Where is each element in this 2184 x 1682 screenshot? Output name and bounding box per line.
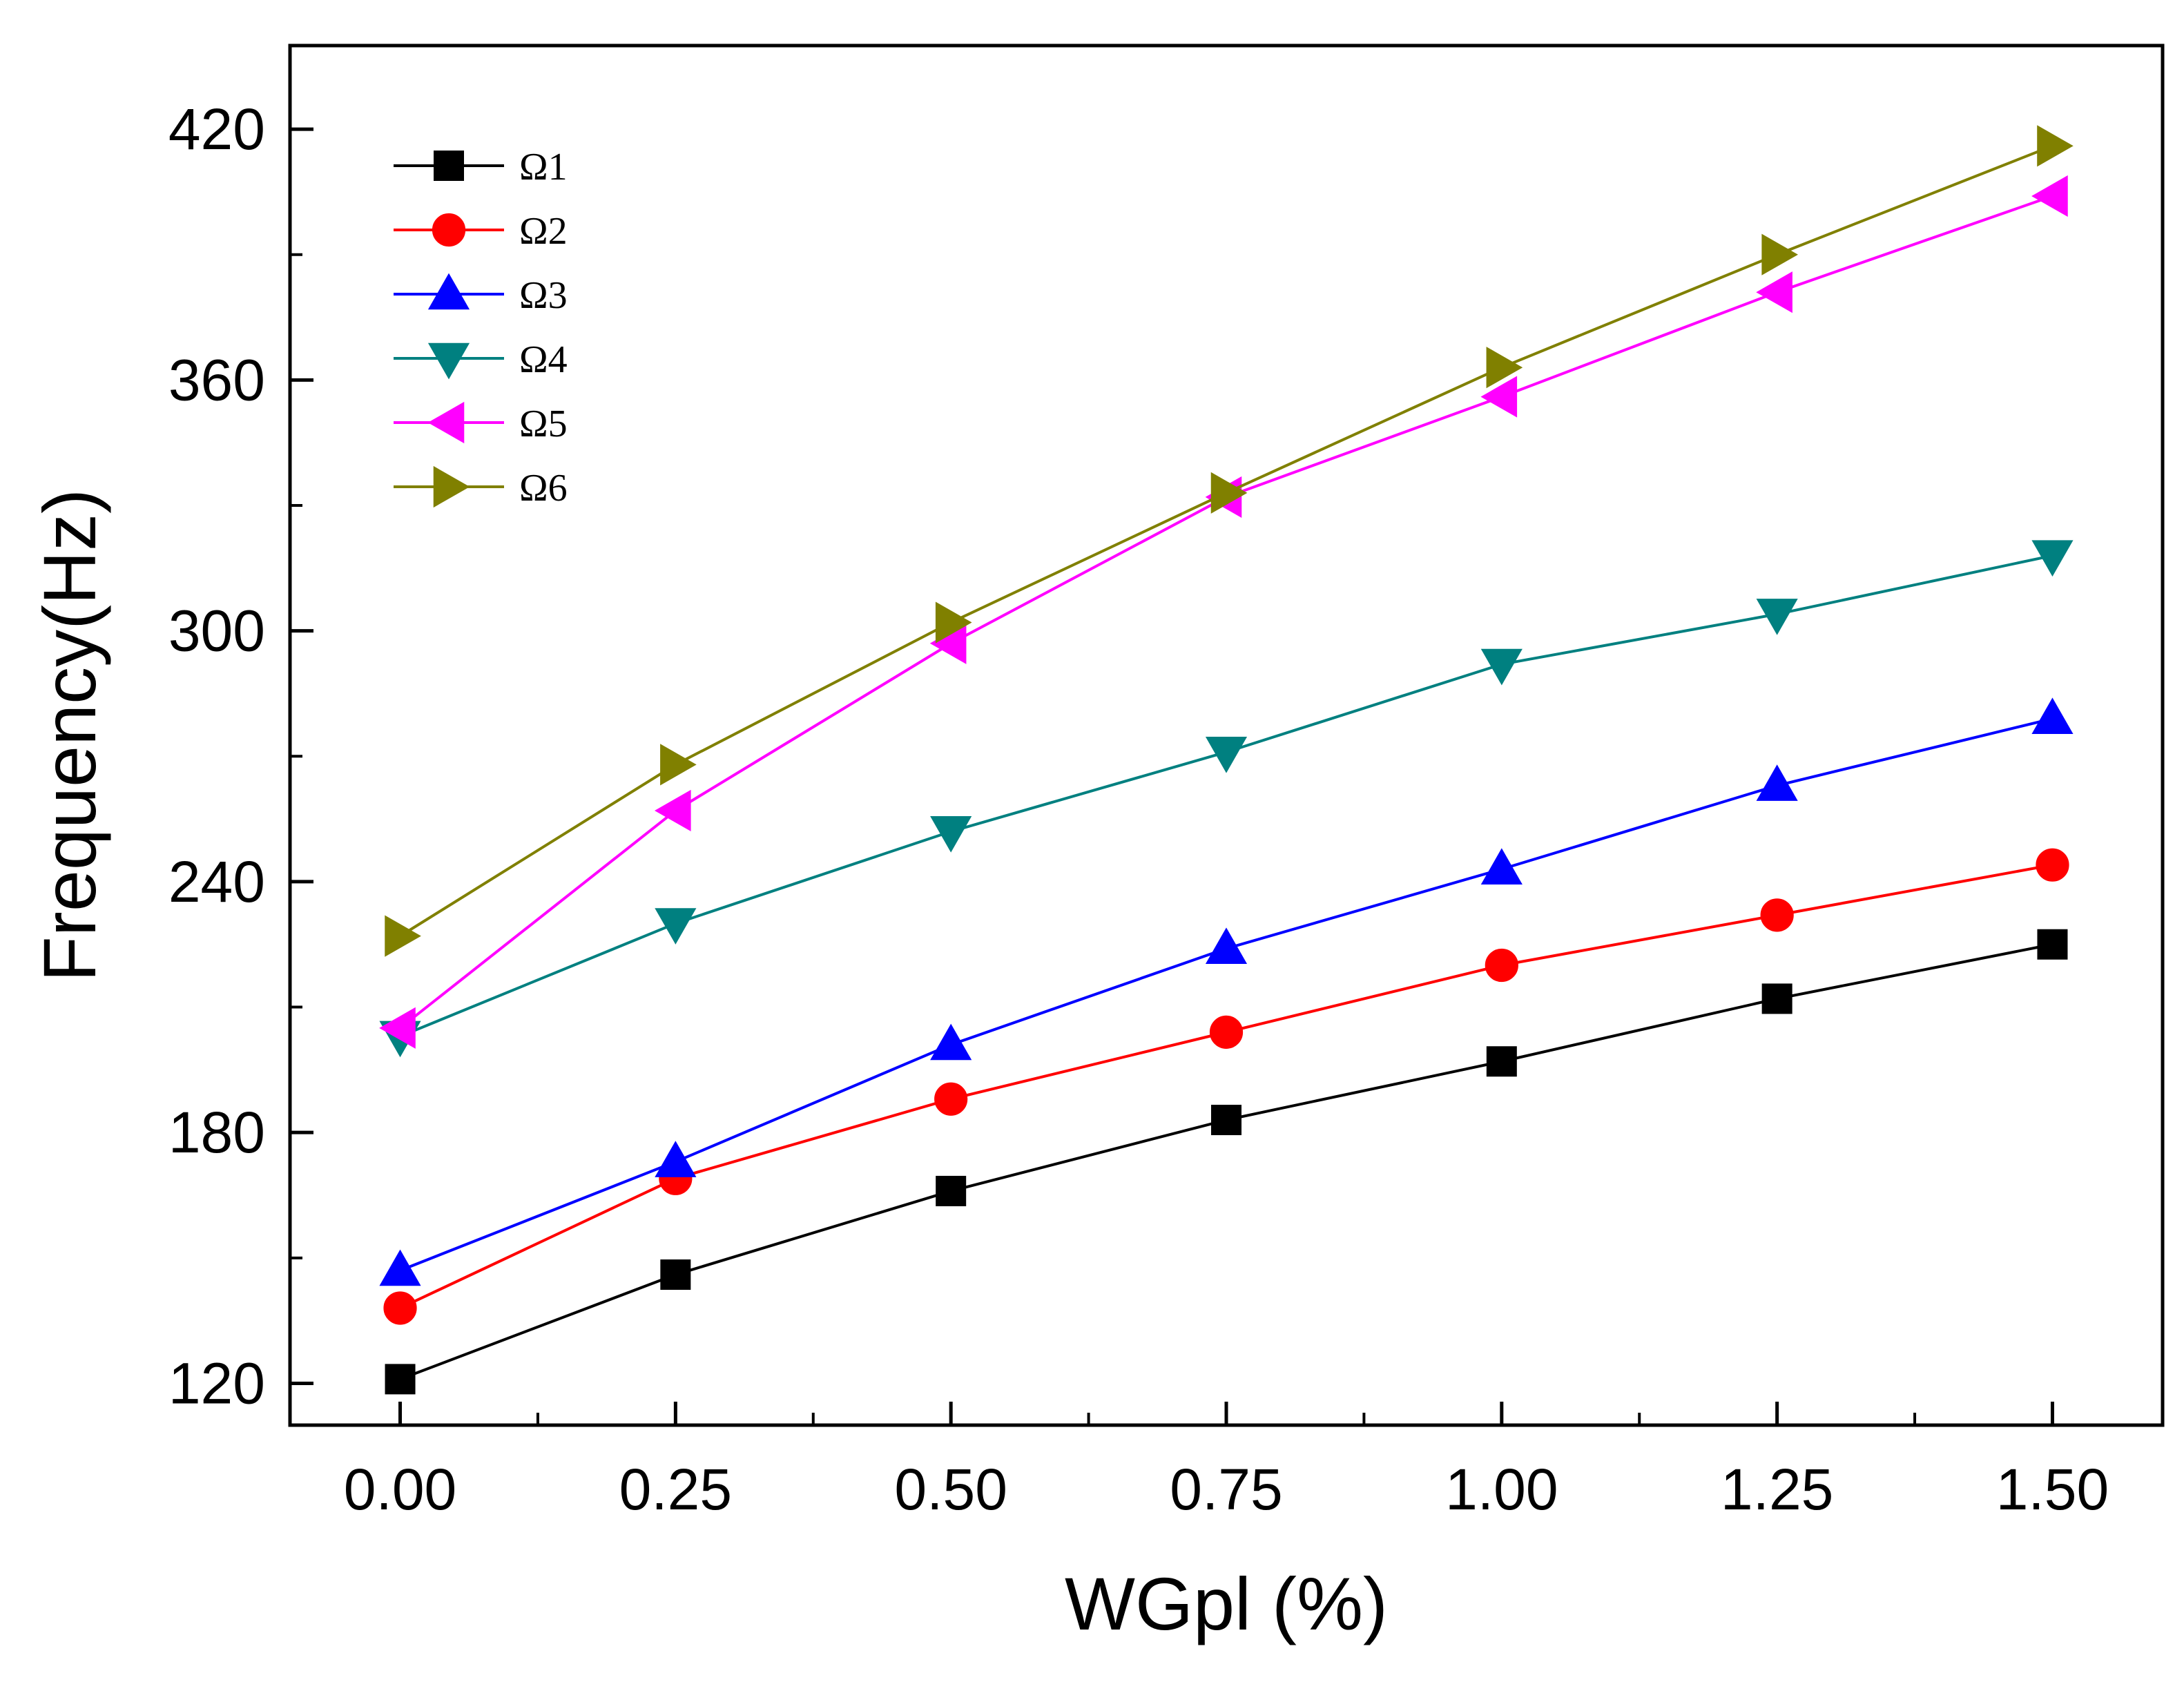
legend-item: Ω4 bbox=[394, 338, 568, 381]
y-axis-title: Frequency(Hz) bbox=[28, 489, 111, 982]
data-point bbox=[383, 1291, 417, 1325]
legend-label: Ω5 bbox=[519, 403, 568, 445]
x-tick-label: 0.75 bbox=[1170, 1457, 1283, 1522]
data-point bbox=[935, 601, 972, 644]
series-line bbox=[399, 195, 2053, 1030]
legend-item: Ω2 bbox=[394, 210, 568, 253]
x-tick-label: 0.00 bbox=[344, 1457, 457, 1522]
data-point bbox=[1210, 472, 1248, 514]
series-3 bbox=[379, 697, 2074, 1286]
legend-label: Ω2 bbox=[519, 210, 568, 253]
data-point bbox=[1205, 927, 1248, 965]
data-point bbox=[930, 815, 972, 853]
data-point bbox=[1486, 347, 1523, 389]
legend-label: Ω1 bbox=[519, 146, 568, 188]
series-4 bbox=[379, 540, 2074, 1058]
series-line bbox=[399, 144, 2053, 938]
data-point bbox=[930, 1023, 972, 1061]
x-tick-label: 1.50 bbox=[1996, 1457, 2109, 1522]
data-point bbox=[2031, 697, 2074, 735]
series-line bbox=[399, 554, 2053, 1038]
data-point bbox=[936, 1175, 967, 1206]
series-6 bbox=[385, 125, 2074, 957]
data-point bbox=[1485, 948, 1518, 983]
legend-marker bbox=[427, 401, 465, 444]
legend-item: Ω5 bbox=[394, 401, 568, 445]
data-point bbox=[379, 1249, 421, 1286]
data-point bbox=[2031, 540, 2074, 577]
legend-marker bbox=[433, 465, 470, 508]
data-point bbox=[385, 1364, 416, 1395]
x-tick-label: 0.25 bbox=[619, 1457, 733, 1522]
data-point bbox=[2031, 175, 2068, 218]
x-tick-label: 0.50 bbox=[894, 1457, 1007, 1522]
x-axis-title: WGpl (%) bbox=[1065, 1562, 1388, 1645]
legend-item: Ω6 bbox=[394, 465, 568, 510]
y-tick-label: 180 bbox=[168, 1100, 265, 1165]
data-point bbox=[1761, 983, 1792, 1014]
plot-frame bbox=[288, 44, 2165, 1427]
data-point bbox=[1761, 233, 1799, 276]
y-tick-label: 120 bbox=[168, 1351, 265, 1415]
data-point bbox=[1756, 764, 1798, 801]
data-point bbox=[1209, 1015, 1244, 1049]
legend-item: Ω1 bbox=[394, 146, 568, 188]
data-point bbox=[1205, 736, 1248, 773]
data-point bbox=[1756, 271, 1792, 313]
x-tick-label: 1.00 bbox=[1445, 1457, 1558, 1522]
legend-marker bbox=[427, 342, 470, 380]
series-2 bbox=[383, 848, 2069, 1325]
data-point bbox=[655, 1141, 697, 1177]
legend: Ω1 Ω2 Ω3 Ω4 Ω5 Ω6 bbox=[394, 146, 568, 510]
data-point bbox=[2037, 929, 2068, 960]
legend-item: Ω3 bbox=[394, 273, 568, 317]
series-1 bbox=[385, 929, 2068, 1395]
series-line bbox=[399, 942, 2053, 1381]
data-point bbox=[1480, 848, 1523, 885]
data-point bbox=[1480, 376, 1518, 418]
data-point bbox=[660, 1259, 691, 1290]
legend-marker bbox=[432, 213, 466, 247]
data-point bbox=[1480, 648, 1523, 686]
data-point bbox=[934, 1082, 968, 1116]
legend-label: Ω3 bbox=[519, 274, 568, 317]
y-tick-label: 240 bbox=[168, 849, 265, 914]
data-point bbox=[385, 915, 421, 957]
data-point bbox=[654, 789, 691, 832]
data-point bbox=[379, 1007, 416, 1049]
data-point bbox=[1486, 1046, 1517, 1077]
data-point bbox=[660, 744, 697, 786]
legend-marker bbox=[427, 273, 470, 310]
series-5 bbox=[379, 175, 2068, 1049]
legend-marker bbox=[434, 151, 464, 181]
y-tick-label: 360 bbox=[168, 347, 265, 412]
x-tick-label: 1.25 bbox=[1721, 1457, 1834, 1522]
data-point bbox=[1760, 898, 1794, 932]
data-point bbox=[2037, 125, 2074, 167]
data-point bbox=[1211, 1105, 1241, 1136]
data-point bbox=[655, 908, 697, 945]
y-tick-label: 300 bbox=[168, 599, 265, 664]
legend-label: Ω6 bbox=[519, 467, 568, 510]
legend-label: Ω4 bbox=[519, 338, 568, 381]
data-point bbox=[1756, 599, 1798, 635]
y-tick-label: 420 bbox=[168, 97, 265, 162]
data-point bbox=[2036, 848, 2069, 882]
